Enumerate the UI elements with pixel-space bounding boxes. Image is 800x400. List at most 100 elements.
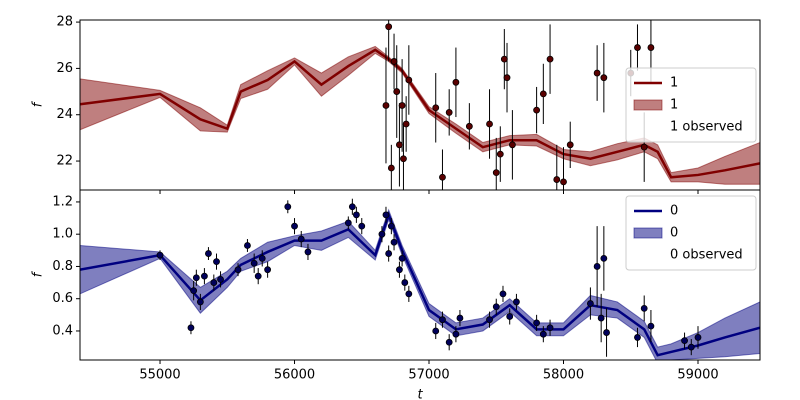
observed-point [553,176,561,183]
x-tick-label: 57000 [408,368,449,383]
legend-patch [633,227,663,239]
observed-point [400,155,407,163]
observed-point [284,203,292,211]
observed-point [647,44,655,51]
legend-label: 1 [670,98,678,113]
y-tick-label: 28 [56,15,73,30]
y-tick-label: 26 [56,61,73,76]
x-tick-label: 55000 [139,368,180,383]
observed-point [492,169,500,177]
y-axis-label: f [31,100,46,107]
observed-point [597,314,605,322]
observed-point [452,330,460,338]
observed-point [264,266,272,274]
observed-point [456,314,464,322]
observed-point [432,327,440,335]
observed-point [254,272,262,280]
observed-point [539,330,547,338]
observed-point [486,316,493,324]
observed-point [297,235,305,243]
observed-point [600,74,608,82]
observed-point [348,203,356,211]
observed-point [603,329,610,336]
plot-area [80,198,760,360]
y-tick-label: 1.0 [52,227,73,242]
x-tick-label: 58000 [543,368,584,383]
observed-point [344,219,352,227]
legend-label: 0 observed [670,248,743,263]
observed-point [546,324,554,332]
observed-point [398,254,406,262]
observed-point [465,122,473,130]
observed-point [390,58,398,65]
observed-point [201,272,208,280]
observed-point [304,248,312,256]
observed-point [210,279,218,286]
observed-point [234,266,242,274]
observed-point [533,106,541,114]
observed-point [385,250,393,257]
observed-point [402,120,410,128]
observed-point [401,279,409,286]
observed-point [358,222,366,230]
legend-patch [633,99,663,111]
observed-point [539,90,547,98]
observed-point [250,259,258,267]
observed-point [640,143,648,151]
observed-point [439,173,446,181]
x-tick-label: 59000 [677,368,718,383]
legend-box [625,195,757,271]
observed-point [432,104,440,112]
observed-point [352,211,360,219]
observed-point [445,109,453,116]
confidence-band [80,208,760,360]
observed-point [600,254,608,262]
legend-label: 0 [670,226,678,241]
observed-point [382,102,390,109]
observed-point [508,141,516,149]
observed-point [382,211,390,219]
observed-point [187,324,195,332]
observed-point [681,337,688,345]
observed-point [533,319,541,327]
observed-point [378,230,386,238]
observed-point [405,290,413,298]
observed-point [196,298,204,306]
y-tick-label: 0.4 [52,323,73,338]
x-tick-label: 56000 [274,368,315,383]
observed-point [387,222,395,230]
observed-point [445,338,453,346]
observed-point [258,254,266,262]
observed-point [486,120,493,128]
observed-point [566,141,574,149]
y-tick-label: 24 [56,107,73,122]
observed-point [205,250,212,257]
y-tick-label: 0.6 [52,291,73,306]
observed-point [492,303,500,311]
observed-point [452,78,460,86]
observed-point [634,334,641,341]
legend-label: 1 [670,76,678,91]
observed-point [647,322,655,330]
observed-point [398,102,406,109]
observed-point [390,238,398,246]
observed-point [694,334,702,341]
observed-point [560,178,567,186]
observed-point [500,55,508,63]
observed-point [587,300,594,307]
observed-point [687,343,695,351]
observed-point [192,274,200,282]
axes-frame [79,189,761,361]
observed-point [244,242,251,249]
observed-point [503,74,511,82]
observed-point [593,263,601,270]
observed-point [593,69,601,77]
observed-point [496,150,504,158]
y-tick-label: 0.8 [52,259,73,274]
observed-point [213,258,220,266]
observed-point [291,222,298,230]
confidence-band [80,45,760,185]
observed-point [439,316,446,324]
legend-label: 0 [670,204,678,219]
observed-point [385,23,393,31]
